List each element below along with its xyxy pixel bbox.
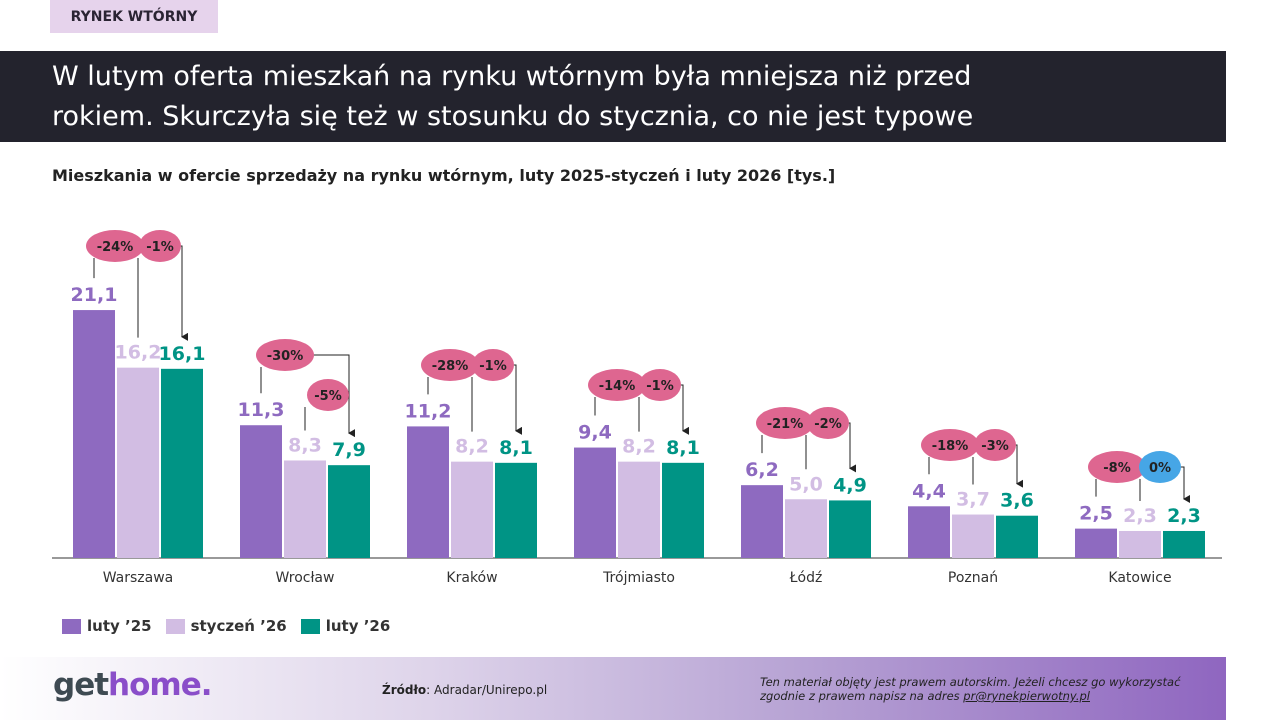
yoy-pill xyxy=(256,339,314,371)
category-label: Poznań xyxy=(948,570,998,586)
section-tag: RYNEK WTÓRNY xyxy=(50,0,218,33)
legend-swatch xyxy=(165,618,185,634)
yoy-change: -30% xyxy=(267,349,304,364)
bar xyxy=(495,462,537,558)
mom-pill xyxy=(307,379,349,411)
legend-label: luty ’26 xyxy=(325,617,391,635)
mom-pill xyxy=(807,407,849,439)
legend-swatch xyxy=(62,618,81,634)
bar xyxy=(908,506,950,558)
email-link[interactable]: pr@rynekpierwotny.pl xyxy=(963,689,1090,703)
mom-pill xyxy=(1139,451,1181,483)
data-label: 8,1 xyxy=(666,437,700,459)
bar xyxy=(741,485,783,558)
data-label: 8,2 xyxy=(455,436,489,458)
bar xyxy=(952,514,994,558)
data-label: 8,3 xyxy=(288,434,322,456)
data-label: 9,4 xyxy=(578,422,612,444)
yoy-pill xyxy=(588,369,646,401)
mom-pill xyxy=(139,230,181,262)
legend-swatch xyxy=(300,618,320,634)
headline-line-1: W lutym oferta mieszkań na rynku wtórnym… xyxy=(52,61,972,92)
footer: gethome. Źródło: Adradar/Unirepo.pl Ten … xyxy=(0,657,1226,720)
bar xyxy=(1163,530,1205,558)
bar xyxy=(996,515,1038,558)
bar xyxy=(574,447,616,558)
data-label: 2,3 xyxy=(1123,505,1157,527)
arrow xyxy=(309,354,355,438)
category-label: Trójmiasto xyxy=(602,570,675,586)
mom-change: -5% xyxy=(314,389,341,404)
data-label: 3,6 xyxy=(1000,490,1034,512)
data-label: 4,9 xyxy=(833,474,867,496)
category-label: Wrocław xyxy=(276,570,335,586)
mom-pill xyxy=(472,349,514,381)
data-label: 4,4 xyxy=(912,480,946,502)
data-label: 7,9 xyxy=(332,439,366,461)
yoy-pill xyxy=(756,407,814,439)
yoy-change: -14% xyxy=(599,379,636,394)
yoy-change: -24% xyxy=(97,240,134,255)
category-label: Kraków xyxy=(446,570,497,586)
yoy-pill xyxy=(1088,451,1146,483)
yoy-change: -21% xyxy=(767,417,804,432)
data-label: 3,7 xyxy=(956,489,990,511)
data-label: 8,2 xyxy=(622,436,656,458)
yoy-change: -28% xyxy=(432,359,469,374)
legend-label: styczeń ’26 xyxy=(190,617,287,635)
legend: luty ’25 styczeń ’26 luty ’26 xyxy=(62,617,390,635)
bar xyxy=(451,461,493,558)
bar xyxy=(618,461,660,558)
bar xyxy=(662,462,704,558)
bar xyxy=(785,499,827,558)
bar xyxy=(328,465,370,558)
yoy-pill xyxy=(421,349,479,381)
category-label: Katowice xyxy=(1108,570,1171,586)
legend-item: luty ’26 xyxy=(300,617,391,635)
mom-change: -2% xyxy=(814,417,841,432)
legend-item: luty ’25 xyxy=(62,617,152,635)
data-label: 16,1 xyxy=(159,343,206,365)
mom-change: -1% xyxy=(479,359,506,374)
data-label: 11,3 xyxy=(238,399,285,421)
bar xyxy=(1075,528,1117,558)
mom-change: -1% xyxy=(646,379,673,394)
bar xyxy=(829,500,871,558)
mom-change: 0% xyxy=(1149,461,1171,476)
mom-change: -3% xyxy=(981,439,1008,454)
category-label: Warszawa xyxy=(103,570,174,586)
yoy-pill xyxy=(86,230,144,262)
data-label: 16,2 xyxy=(115,342,162,364)
mom-change: -1% xyxy=(146,240,173,255)
bar xyxy=(1119,530,1161,558)
bar xyxy=(117,367,159,558)
bar xyxy=(73,310,115,558)
data-label: 11,2 xyxy=(405,400,452,422)
legend-label: luty ’25 xyxy=(87,617,152,635)
bar xyxy=(161,368,203,558)
data-label: 5,0 xyxy=(789,473,823,495)
bar xyxy=(284,460,326,558)
category-label: Łódź xyxy=(789,570,823,586)
gethome-logo: gethome. xyxy=(53,667,213,703)
data-label: 6,2 xyxy=(745,459,779,481)
data-label: 2,3 xyxy=(1167,505,1201,527)
yoy-change: -18% xyxy=(932,439,969,454)
copyright-note: Ten materiał objęty jest prawem autorski… xyxy=(760,675,1181,703)
data-label: 8,1 xyxy=(499,437,533,459)
mom-pill xyxy=(974,429,1016,461)
data-label: 21,1 xyxy=(71,284,118,306)
chart-title: Mieszkania w ofercie sprzedaży na rynku … xyxy=(52,166,836,185)
legend-item: styczeń ’26 xyxy=(165,617,287,635)
yoy-change: -8% xyxy=(1103,461,1130,476)
headline-line-2: rokiem. Skurczyła się też w stosunku do … xyxy=(52,101,974,132)
mom-pill xyxy=(639,369,681,401)
bar xyxy=(407,426,449,558)
bar xyxy=(240,425,282,558)
yoy-pill xyxy=(921,429,979,461)
source: Źródło: Adradar/Unirepo.pl xyxy=(382,683,548,697)
data-label: 2,5 xyxy=(1079,503,1113,525)
headline: W lutym oferta mieszkań na rynku wtórnym… xyxy=(0,51,1226,142)
